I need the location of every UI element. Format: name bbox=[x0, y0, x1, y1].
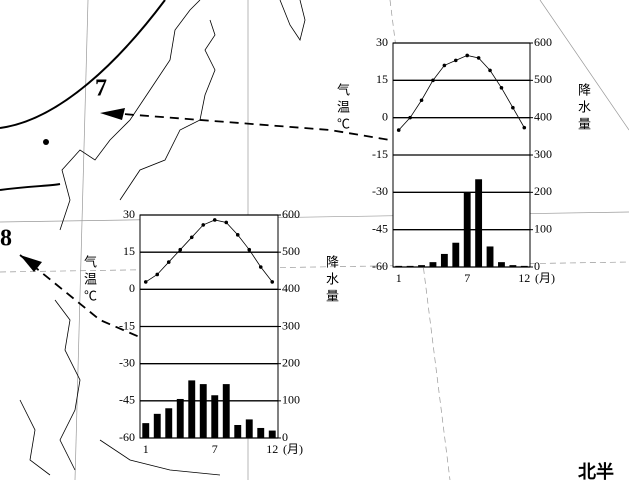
y-tick-label: 30 bbox=[376, 35, 388, 49]
x-axis-label: (月) bbox=[283, 442, 303, 456]
precipitation-bar bbox=[395, 265, 403, 267]
temperature-point bbox=[235, 233, 240, 237]
y2-tick-label: 500 bbox=[282, 244, 300, 258]
precipitation-bar bbox=[475, 179, 483, 267]
y2-tick-label: 400 bbox=[282, 281, 300, 295]
temperature-point bbox=[189, 235, 194, 240]
y-tick-label: 0 bbox=[129, 281, 135, 295]
precipitation-bar bbox=[429, 262, 437, 267]
y-tick-label: -60 bbox=[119, 430, 135, 444]
temperature-point bbox=[499, 86, 504, 90]
temperature-line bbox=[398, 55, 525, 131]
precipitation-bar bbox=[440, 253, 448, 267]
temperature-point bbox=[396, 128, 401, 132]
temperature-point bbox=[419, 98, 424, 103]
precipitation-bar bbox=[463, 192, 471, 267]
y2-tick-label: 200 bbox=[534, 184, 552, 198]
y2-tick-label: 100 bbox=[282, 393, 300, 407]
temperature-point bbox=[143, 280, 148, 284]
precipitation-bar bbox=[452, 242, 460, 267]
y-axis-label: 气温℃ bbox=[82, 254, 97, 306]
temperature-point bbox=[155, 272, 160, 277]
y-tick-label: -15 bbox=[372, 147, 388, 161]
y2-tick-label: 600 bbox=[534, 35, 552, 49]
y2-tick-label: 100 bbox=[534, 221, 552, 235]
y2-axis-label: 降水量 bbox=[576, 83, 591, 134]
precipitation-bar bbox=[234, 424, 242, 438]
y2-tick-label: 0 bbox=[534, 259, 540, 273]
y2-axis-label: 降水量 bbox=[324, 255, 339, 306]
precipitation-bar bbox=[486, 246, 494, 267]
precipitation-bar bbox=[245, 419, 253, 438]
precipitation-bar bbox=[142, 423, 150, 438]
precipitation-bar bbox=[222, 384, 230, 438]
precipitation-bar bbox=[211, 395, 219, 438]
precipitation-bar bbox=[520, 265, 528, 267]
y2-tick-label: 600 bbox=[282, 207, 300, 221]
y-tick-label: -45 bbox=[119, 393, 135, 407]
temperature-line bbox=[145, 219, 273, 283]
temperature-point bbox=[511, 105, 515, 110]
temperature-point bbox=[247, 247, 252, 252]
precipitation-bar bbox=[406, 265, 414, 267]
y-tick-label: 15 bbox=[376, 72, 388, 86]
precipitation-bar bbox=[199, 384, 207, 438]
map-label: 8 bbox=[0, 226, 12, 252]
y2-tick-label: 400 bbox=[534, 109, 552, 123]
temperature-point bbox=[201, 223, 206, 227]
temperature-point bbox=[270, 280, 275, 284]
temperature-point bbox=[212, 218, 217, 222]
precipitation-bar bbox=[268, 430, 276, 438]
y-tick-label: -30 bbox=[119, 355, 135, 369]
temperature-point bbox=[408, 115, 412, 120]
temperature-point bbox=[442, 63, 447, 68]
y2-tick-label: 200 bbox=[282, 355, 300, 369]
temperature-point bbox=[178, 247, 183, 252]
y-tick-label: 30 bbox=[123, 207, 135, 221]
temperature-point bbox=[476, 56, 481, 60]
x-tick-label: 12 bbox=[518, 271, 530, 285]
y2-tick-label: 500 bbox=[534, 72, 552, 86]
precipitation-bar bbox=[176, 398, 184, 438]
y2-tick-label: 300 bbox=[534, 147, 552, 161]
temperature-point bbox=[224, 220, 229, 225]
y-tick-label: 15 bbox=[123, 244, 135, 258]
y-tick-label: -30 bbox=[372, 184, 388, 198]
precipitation-bar bbox=[188, 380, 196, 438]
temperature-point bbox=[453, 58, 458, 63]
y-axis-label: 气温℃ bbox=[335, 82, 350, 134]
precipitation-bar bbox=[257, 427, 265, 438]
precipitation-bar bbox=[153, 413, 161, 438]
temperature-point bbox=[522, 125, 527, 130]
x-tick-label: 12 bbox=[266, 442, 278, 456]
x-tick-label: 1 bbox=[143, 442, 149, 456]
precipitation-bar bbox=[165, 408, 173, 438]
x-tick-label: 7 bbox=[464, 271, 470, 285]
map-label: 7 bbox=[95, 76, 107, 102]
y-tick-label: -60 bbox=[372, 259, 388, 273]
map-label: 北半 bbox=[578, 461, 614, 480]
temperature-point bbox=[258, 265, 263, 269]
temperature-point bbox=[465, 53, 470, 58]
y-tick-label: 0 bbox=[382, 109, 388, 123]
temperature-point bbox=[488, 68, 492, 73]
y-tick-label: -45 bbox=[372, 221, 388, 235]
x-axis-label: (月) bbox=[535, 271, 555, 285]
precipitation-bar bbox=[509, 265, 517, 267]
y2-tick-label: 0 bbox=[282, 430, 288, 444]
precipitation-bar bbox=[498, 262, 505, 267]
y2-tick-label: 300 bbox=[282, 318, 300, 332]
precipitation-bar bbox=[418, 265, 425, 267]
temperature-point bbox=[166, 260, 171, 264]
x-tick-label: 1 bbox=[396, 271, 402, 285]
temperature-point bbox=[431, 78, 435, 83]
y-tick-label: -15 bbox=[119, 318, 135, 332]
x-tick-label: 7 bbox=[212, 442, 218, 456]
